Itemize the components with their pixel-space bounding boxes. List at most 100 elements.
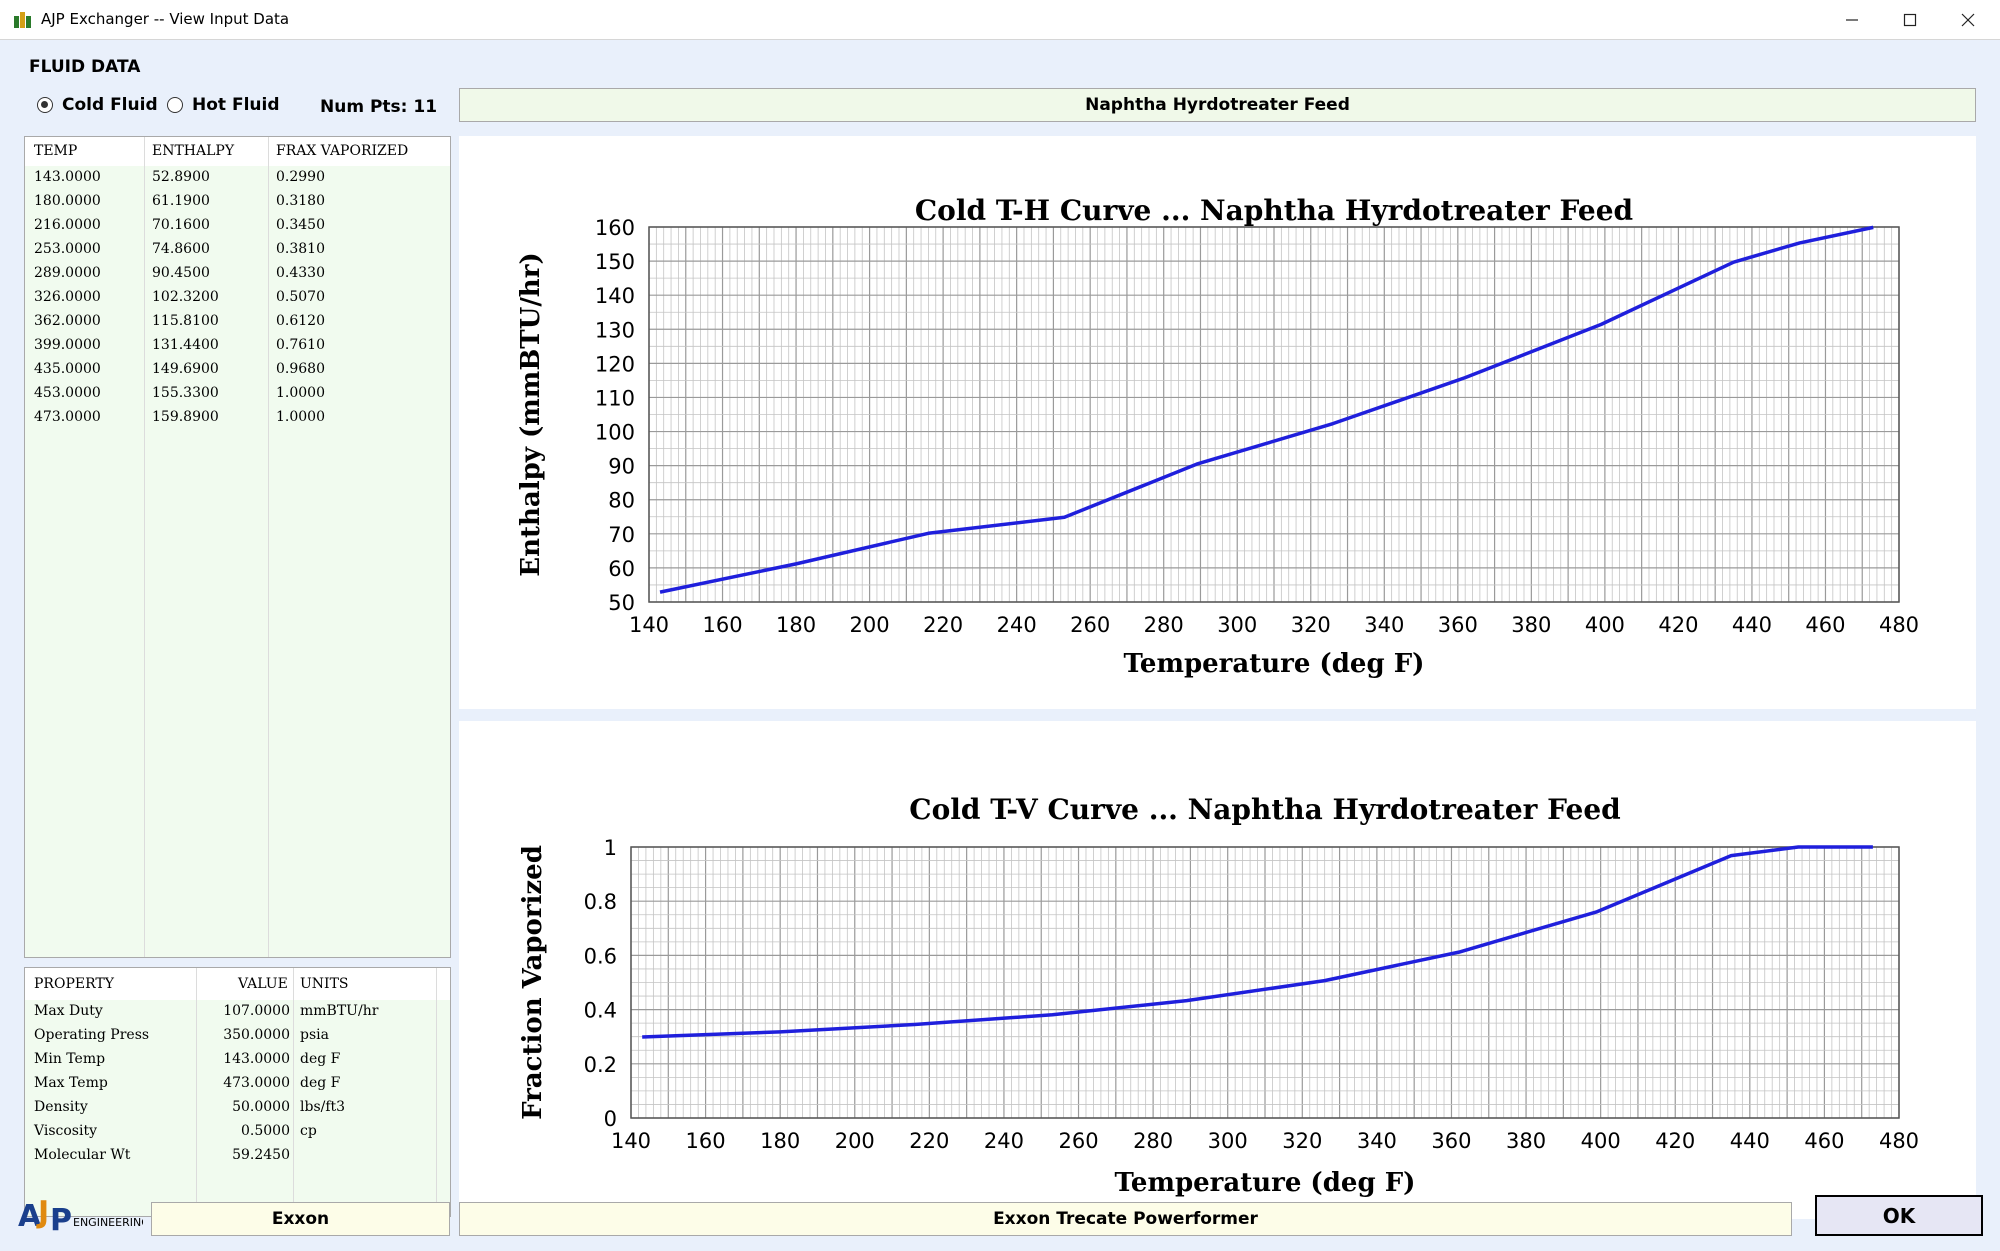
table-row[interactable]: 326.0000 102.3200 0.5070 <box>25 286 450 310</box>
table-cell[interactable]: 289.0000 <box>34 265 101 281</box>
table-cell[interactable]: 399.0000 <box>34 337 101 353</box>
num-points-label: Num Pts: 11 <box>320 97 438 117</box>
table-cell[interactable]: 0.3450 <box>276 217 325 233</box>
table-cell[interactable]: 159.8900 <box>152 409 219 425</box>
property-row[interactable]: Max Duty 107.0000 mmBTU/hr <box>25 1000 450 1024</box>
table-cell[interactable]: 435.0000 <box>34 361 101 377</box>
property-row[interactable]: Min Temp 143.0000 deg F <box>25 1048 450 1072</box>
ok-button[interactable]: OK <box>1815 1195 1983 1236</box>
property-value[interactable]: 0.5000 <box>241 1123 290 1139</box>
table-cell[interactable]: 0.7610 <box>276 337 325 353</box>
table-row[interactable]: 289.0000 90.4500 0.4330 <box>25 262 450 286</box>
table-cell[interactable]: 362.0000 <box>34 313 101 329</box>
column-header[interactable]: UNITS <box>300 976 349 992</box>
x-tick-label: 240 <box>997 613 1037 637</box>
radio-selected-icon[interactable] <box>37 97 53 113</box>
property-name: Operating Press <box>34 1027 150 1043</box>
x-tick-label: 180 <box>760 1129 800 1153</box>
table-cell[interactable]: 70.1600 <box>152 217 210 233</box>
minimize-button[interactable] <box>1823 0 1881 40</box>
table-cell[interactable]: 326.0000 <box>34 289 101 305</box>
table-cell[interactable]: 1.0000 <box>276 409 325 425</box>
table-cell[interactable]: 74.8600 <box>152 241 210 257</box>
x-tick-label: 320 <box>1291 613 1331 637</box>
y-tick-label: 110 <box>595 386 635 410</box>
table-row[interactable]: 180.0000 61.1900 0.3180 <box>25 190 450 214</box>
column-header[interactable]: FRAX VAPORIZED <box>276 143 409 159</box>
table-cell[interactable]: 52.8900 <box>152 169 210 185</box>
column-header[interactable]: VALUE <box>238 976 288 992</box>
table-cell[interactable]: 149.6900 <box>152 361 219 377</box>
table-cell[interactable]: 0.3810 <box>276 241 325 257</box>
table-row[interactable]: 453.0000 155.3300 1.0000 <box>25 382 450 406</box>
property-value[interactable]: 143.0000 <box>223 1051 290 1067</box>
table-cell[interactable]: 155.3300 <box>152 385 219 401</box>
fluid-data-grid[interactable]: TEMP ENTHALPY FRAX VAPORIZED 143.0000 52.… <box>24 136 451 958</box>
tv-curve-chart: Cold T-V Curve ... Naphtha Hyrdotreater … <box>459 721 1976 1219</box>
property-units: deg F <box>300 1075 341 1091</box>
property-value[interactable]: 50.0000 <box>232 1099 290 1115</box>
x-tick-label: 140 <box>629 613 669 637</box>
cold-fluid-radio[interactable]: Cold Fluid <box>37 95 158 115</box>
close-button[interactable] <box>1939 0 1997 40</box>
property-row[interactable]: Operating Press 350.0000 psia <box>25 1024 450 1048</box>
property-value[interactable]: 473.0000 <box>223 1075 290 1091</box>
table-cell[interactable]: 0.2990 <box>276 169 325 185</box>
table-cell[interactable]: 131.4400 <box>152 337 219 353</box>
table-cell[interactable]: 115.8100 <box>152 313 219 329</box>
x-tick-label: 440 <box>1732 613 1772 637</box>
table-cell[interactable]: 0.5070 <box>276 289 325 305</box>
table-cell[interactable]: 0.4330 <box>276 265 325 281</box>
grid-column-divider <box>268 137 269 957</box>
property-units: deg F <box>300 1051 341 1067</box>
table-row[interactable]: 362.0000 115.8100 0.6120 <box>25 310 450 334</box>
main-panel: FLUID DATA Cold Fluid Hot Fluid Num Pts:… <box>0 40 2000 1251</box>
table-cell[interactable]: 143.0000 <box>34 169 101 185</box>
property-value[interactable]: 350.0000 <box>223 1027 290 1043</box>
hot-fluid-radio[interactable]: Hot Fluid <box>167 95 280 115</box>
table-row[interactable]: 399.0000 131.4400 0.7610 <box>25 334 450 358</box>
x-tick-label: 160 <box>686 1129 726 1153</box>
y-tick-label: 0.2 <box>584 1053 617 1077</box>
column-header[interactable]: TEMP <box>34 143 78 159</box>
table-cell[interactable]: 216.0000 <box>34 217 101 233</box>
property-row[interactable]: Density 50.0000 lbs/ft3 <box>25 1096 450 1120</box>
table-row[interactable]: 253.0000 74.8600 0.3810 <box>25 238 450 262</box>
table-cell[interactable]: 473.0000 <box>34 409 101 425</box>
property-row[interactable]: Molecular Wt 59.2450 <box>25 1144 450 1168</box>
property-row[interactable]: Viscosity 0.5000 cp <box>25 1120 450 1144</box>
property-row[interactable]: Max Temp 473.0000 deg F <box>25 1072 450 1096</box>
y-tick-label: 1 <box>604 836 617 860</box>
table-row[interactable]: 473.0000 159.8900 1.0000 <box>25 406 450 430</box>
th-curve-chart: Cold T-H Curve ... Naphtha Hyrdotreater … <box>459 136 1976 709</box>
table-cell[interactable]: 0.3180 <box>276 193 325 209</box>
table-row[interactable]: 143.0000 52.8900 0.2990 <box>25 166 450 190</box>
table-cell[interactable]: 0.6120 <box>276 313 325 329</box>
column-header[interactable]: PROPERTY <box>34 976 114 992</box>
x-tick-label: 240 <box>984 1129 1024 1153</box>
table-cell[interactable]: 453.0000 <box>34 385 101 401</box>
table-cell[interactable]: 102.3200 <box>152 289 219 305</box>
property-value[interactable]: 107.0000 <box>223 1003 290 1019</box>
radio-unselected-icon[interactable] <box>167 97 183 113</box>
property-grid[interactable]: PROPERTY VALUE UNITS Max Duty 107.0000 mmB… <box>24 967 451 1217</box>
table-cell[interactable]: 180.0000 <box>34 193 101 209</box>
chart-title: Cold T-V Curve ... Naphtha Hyrdotreater … <box>909 793 1620 826</box>
table-cell[interactable]: 61.1900 <box>152 193 210 209</box>
property-value[interactable]: 59.2450 <box>232 1147 290 1163</box>
th-curve-svg: Cold T-H Curve ... Naphtha Hyrdotreater … <box>516 194 1919 679</box>
column-header[interactable]: ENTHALPY <box>152 143 235 159</box>
table-cell[interactable]: 253.0000 <box>34 241 101 257</box>
x-tick-label: 140 <box>611 1129 651 1153</box>
x-tick-label: 160 <box>702 613 742 637</box>
table-cell[interactable]: 90.4500 <box>152 265 210 281</box>
table-cell[interactable]: 1.0000 <box>276 385 325 401</box>
project-field: Exxon Trecate Powerformer <box>459 1202 1792 1236</box>
svg-text:A: A <box>18 1199 42 1234</box>
table-row[interactable]: 216.0000 70.1600 0.3450 <box>25 214 450 238</box>
maximize-button[interactable] <box>1881 0 1939 40</box>
table-cell[interactable]: 0.9680 <box>276 361 325 377</box>
x-tick-label: 480 <box>1879 613 1919 637</box>
grid-column-divider <box>196 968 197 1216</box>
table-row[interactable]: 435.0000 149.6900 0.9680 <box>25 358 450 382</box>
